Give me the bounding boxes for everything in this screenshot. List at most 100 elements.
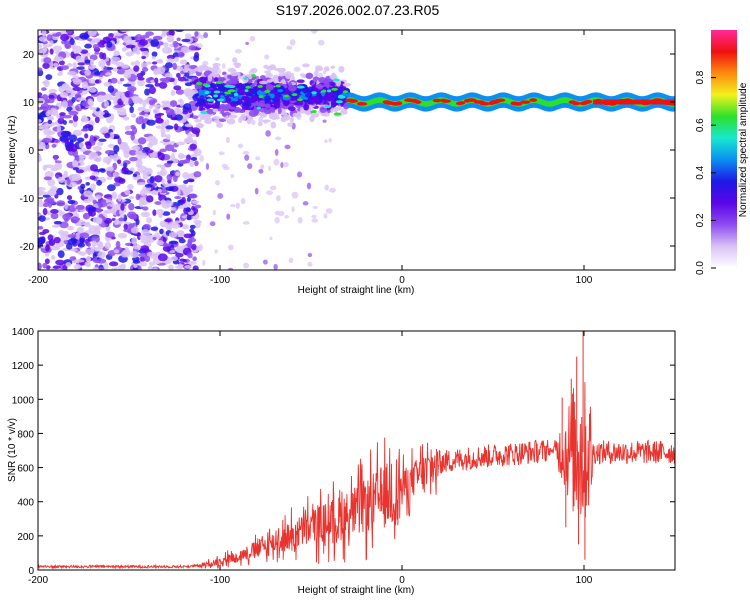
signal-blob	[246, 98, 255, 103]
noise-blob	[183, 88, 193, 97]
noise-blob	[235, 202, 240, 209]
carrier-peak	[624, 99, 627, 105]
noise-blob	[77, 242, 86, 248]
noise-blob	[131, 145, 141, 151]
carrier-core	[559, 98, 561, 104]
noise-blob	[50, 212, 59, 220]
carrier-core	[453, 100, 455, 107]
carrier-peak	[607, 99, 609, 105]
noise-blob	[53, 236, 61, 244]
noise-blob	[139, 261, 147, 267]
noise-blob	[249, 35, 256, 42]
signal-blob	[250, 67, 258, 74]
spectrogram-y-tick-label: 10	[23, 98, 35, 109]
signal-blob	[238, 82, 243, 89]
signal-blob	[230, 71, 239, 77]
noise-blob	[180, 46, 190, 54]
noise-blob	[226, 213, 231, 220]
noise-blob	[187, 261, 197, 265]
noise-blob	[106, 176, 113, 180]
noise-blob	[166, 160, 174, 164]
noise-blob	[152, 267, 158, 270]
noise-blob	[97, 267, 105, 270]
noise-blob	[43, 44, 48, 53]
signal-blob	[198, 76, 207, 83]
noise-blob	[275, 136, 282, 141]
carrier-core	[562, 97, 564, 104]
noise-blob	[165, 134, 171, 140]
noise-blob	[71, 216, 80, 224]
colorbar-tick-label: 0.0	[695, 261, 706, 275]
noise-blob	[154, 201, 162, 205]
noise-blob	[104, 133, 111, 139]
noise-blob	[48, 238, 56, 247]
noise-blob	[42, 262, 48, 269]
noise-blob	[65, 262, 72, 267]
carrier-peak	[657, 99, 659, 105]
signal-blob	[264, 109, 272, 115]
noise-blob	[161, 79, 170, 83]
noise-blob	[266, 190, 274, 196]
noise-blob	[53, 62, 59, 68]
signal-blob	[311, 95, 320, 100]
noise-blob	[154, 82, 160, 87]
noise-blob	[38, 189, 44, 197]
carrier-core	[372, 98, 374, 105]
noise-blob	[183, 233, 193, 239]
signal-hotspot	[324, 105, 332, 109]
noise-blob	[69, 256, 77, 261]
noise-blob	[61, 100, 68, 108]
noise-blob	[50, 209, 59, 214]
noise-blob	[159, 148, 167, 153]
signal-blob	[329, 74, 338, 80]
noise-blob	[53, 139, 61, 144]
noise-blob	[86, 242, 92, 247]
noise-blob	[120, 203, 125, 211]
noise-blob	[162, 30, 167, 36]
noise-blob	[38, 262, 42, 270]
noise-blob	[96, 91, 106, 96]
noise-blob	[132, 267, 139, 270]
carrier-core	[450, 99, 452, 106]
noise-blob	[157, 253, 168, 262]
noise-blob	[119, 77, 125, 82]
carrier-core	[423, 100, 426, 107]
noise-blob	[94, 247, 101, 252]
noise-blob	[151, 61, 158, 65]
noise-blob	[106, 61, 111, 66]
snr-x-tick-label: 100	[576, 575, 593, 586]
carrier-peak	[529, 98, 538, 102]
signal-blob	[310, 112, 320, 118]
noise-blob	[273, 158, 280, 166]
carrier-core	[555, 99, 558, 106]
noise-blob	[282, 161, 289, 168]
signal-hotspot	[311, 110, 317, 114]
carrier-core	[509, 98, 511, 105]
noise-blob	[87, 30, 97, 37]
noise-blob	[104, 241, 112, 250]
noise-blob	[155, 117, 164, 124]
carrier-peak	[601, 99, 604, 105]
snr-panel: -200 -100 0 100 0 200 400 600 800 1000 1200 1400 H…	[7, 327, 676, 596]
carrier-core	[368, 100, 370, 106]
noise-blob	[38, 186, 46, 191]
noise-blob	[62, 213, 72, 221]
noise-blob	[174, 30, 184, 33]
noise-blob	[57, 250, 65, 259]
noise-blob	[58, 60, 65, 66]
noise-blob	[187, 240, 193, 248]
carrier-peak	[611, 99, 614, 105]
carrier-peak	[623, 99, 626, 105]
noise-blob	[38, 113, 47, 118]
signal-blob	[263, 119, 268, 124]
noise-blob	[38, 141, 44, 148]
signal-blob	[299, 73, 307, 77]
noise-blob	[203, 32, 209, 39]
noise-blob	[92, 267, 99, 270]
signal-blob	[307, 99, 316, 105]
noise-blob	[302, 201, 309, 206]
noise-blob	[53, 162, 63, 170]
noise-blob	[98, 138, 107, 142]
noise-blob	[43, 176, 52, 181]
noise-blob	[177, 230, 184, 238]
